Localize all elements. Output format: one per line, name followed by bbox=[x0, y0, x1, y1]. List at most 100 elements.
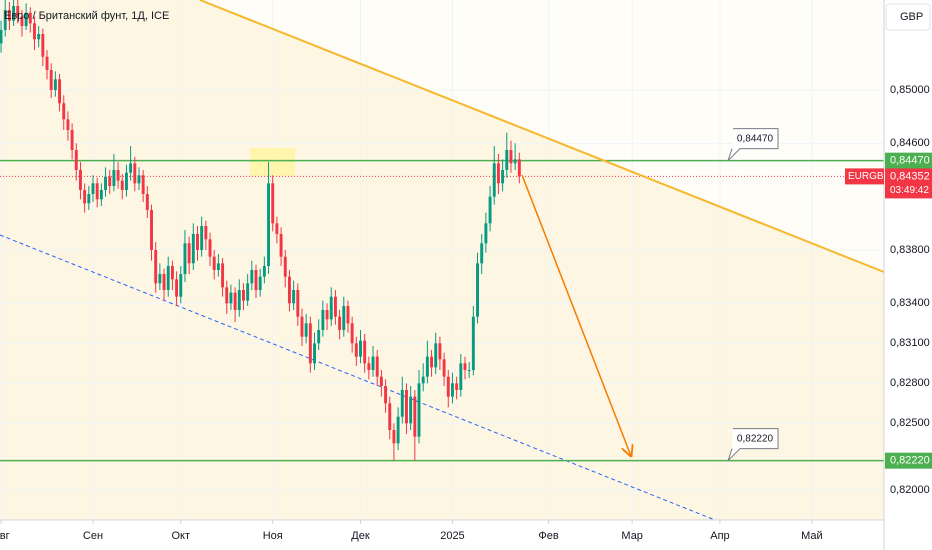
candle-body bbox=[317, 330, 321, 344]
candle-body bbox=[375, 356, 379, 377]
candle-body bbox=[442, 359, 446, 377]
candle-body bbox=[467, 370, 471, 371]
candle-body bbox=[191, 234, 195, 264]
candle-body bbox=[405, 390, 408, 424]
candle-body bbox=[33, 23, 36, 40]
candle-body bbox=[99, 190, 103, 200]
upper-trendline bbox=[199, 0, 885, 273]
candle-body bbox=[325, 310, 329, 320]
candle-body bbox=[379, 376, 383, 386]
candle-body bbox=[204, 226, 208, 240]
x-tick-label: Мар bbox=[621, 530, 643, 542]
candle-body bbox=[333, 296, 337, 317]
candle-body bbox=[78, 170, 82, 190]
candle-body bbox=[267, 183, 271, 266]
candle-body bbox=[409, 396, 413, 424]
candle-body bbox=[250, 270, 254, 284]
candle-body bbox=[384, 386, 388, 404]
candle-body bbox=[246, 283, 250, 301]
candle-body bbox=[446, 376, 450, 397]
candle-body bbox=[417, 383, 421, 437]
candle-body bbox=[471, 316, 475, 370]
candle-body bbox=[476, 263, 479, 317]
candle-body bbox=[16, 6, 20, 17]
candle-body bbox=[275, 223, 279, 234]
candle-body bbox=[346, 306, 350, 324]
candle-body bbox=[74, 150, 78, 170]
chart-title: Евро / Британский фунт, 1Д, ICE bbox=[4, 10, 169, 22]
callout-label: 0,82220 bbox=[737, 433, 774, 444]
candle-body bbox=[254, 270, 258, 290]
currency-box[interactable] bbox=[885, 3, 931, 31]
x-tick-label: 2025 bbox=[440, 530, 464, 542]
candle-body bbox=[141, 175, 145, 194]
candle-body bbox=[108, 176, 112, 186]
axes: 0,85000 0,84600 0,83800 0,83400 0,83100 0,828… bbox=[0, 84, 932, 542]
candle-body bbox=[283, 256, 287, 277]
candle-body bbox=[133, 163, 137, 184]
candle-body bbox=[62, 103, 66, 120]
candle-body bbox=[388, 403, 392, 430]
candle-body bbox=[300, 316, 304, 337]
level-tag-label: 0,82220 bbox=[890, 455, 930, 467]
candle-body bbox=[509, 150, 513, 164]
level-tag bbox=[885, 152, 932, 169]
symbol-tag-label: EURGBP bbox=[848, 171, 891, 182]
candle-body bbox=[242, 290, 245, 301]
candle-body bbox=[66, 119, 70, 130]
x-tick-label: Сен bbox=[83, 530, 103, 542]
y-tick-label: 0,83800 bbox=[890, 244, 930, 256]
candle-body bbox=[450, 383, 454, 397]
candle-body bbox=[137, 175, 141, 184]
candles bbox=[0, 0, 521, 461]
candle-body bbox=[262, 266, 266, 277]
candle-body bbox=[3, 10, 7, 30]
candle-body bbox=[338, 316, 342, 330]
candle-body bbox=[212, 256, 216, 270]
trend-zone bbox=[0, 0, 884, 520]
candle-body bbox=[292, 290, 296, 304]
candle-body bbox=[187, 243, 191, 264]
candle-body bbox=[463, 363, 467, 370]
candle-body bbox=[95, 183, 99, 200]
candle-body bbox=[321, 310, 325, 330]
x-tick-label: Фев bbox=[538, 530, 558, 542]
candle-body bbox=[258, 276, 262, 290]
candle-body bbox=[233, 292, 237, 310]
y-tick-label: 0,84600 bbox=[890, 137, 930, 149]
candle-body bbox=[455, 383, 459, 390]
x-tick-label: Ноя bbox=[263, 530, 283, 542]
candle-body bbox=[7, 10, 11, 21]
candle-body bbox=[45, 56, 49, 70]
currency: GBP bbox=[900, 11, 923, 23]
candle-body bbox=[91, 183, 95, 194]
candle-body bbox=[392, 430, 396, 444]
candle-body bbox=[225, 287, 229, 304]
callout-label: 0,84470 bbox=[737, 133, 774, 144]
y-tick-label: 0,83100 bbox=[890, 337, 930, 349]
y-tick-label: 0,82000 bbox=[890, 484, 930, 496]
candle-body bbox=[434, 343, 438, 368]
candle-body bbox=[83, 190, 87, 204]
candle-body bbox=[37, 34, 41, 40]
candle-body bbox=[183, 243, 187, 274]
candle-body bbox=[41, 34, 45, 57]
candle-body bbox=[430, 356, 434, 368]
x-tick-label: Окт bbox=[172, 530, 191, 542]
candle-body bbox=[129, 163, 133, 173]
y-tick-label: 0,85000 bbox=[890, 84, 930, 96]
candle-body bbox=[342, 306, 346, 330]
forecast-arrow bbox=[521, 174, 631, 456]
candle-body bbox=[58, 79, 62, 104]
candle-body bbox=[484, 223, 488, 244]
candle-body bbox=[221, 263, 225, 288]
x-tick-label: Авг bbox=[0, 530, 10, 542]
candle-body bbox=[175, 279, 179, 297]
candle-body bbox=[229, 292, 233, 304]
x-tick-label: Дек bbox=[351, 530, 370, 542]
candle-body bbox=[145, 194, 149, 210]
price-tag-label: 0,84352 bbox=[890, 170, 930, 182]
symbol-tag bbox=[845, 168, 884, 185]
candle-body bbox=[496, 163, 500, 184]
